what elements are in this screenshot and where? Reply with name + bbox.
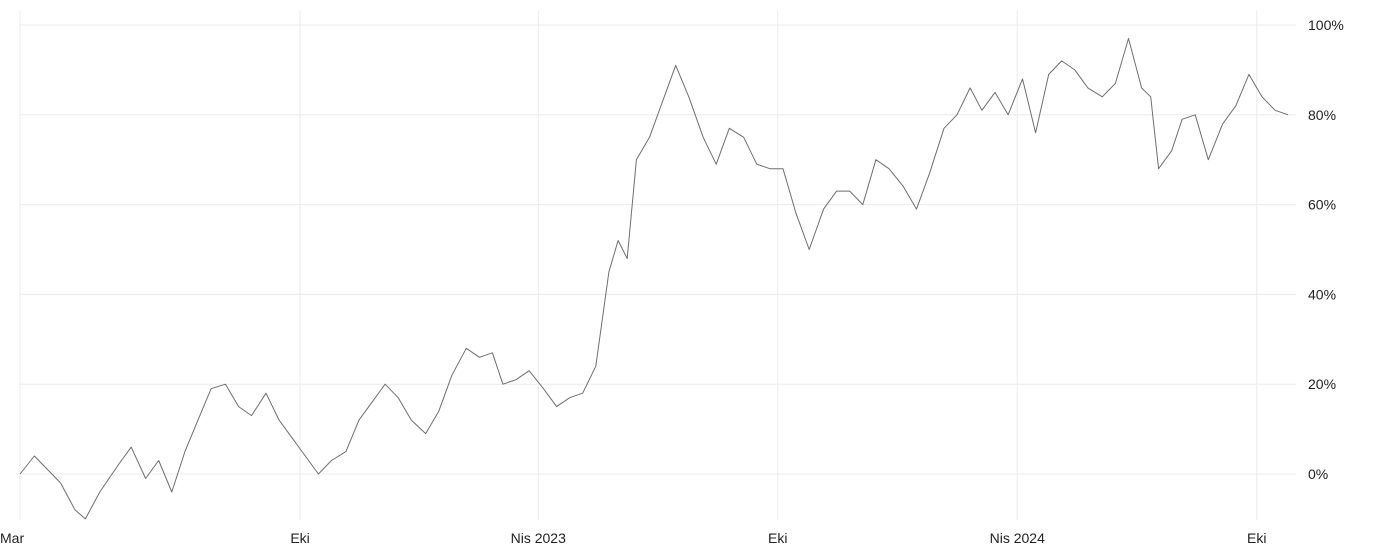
y-tick-label: 60%: [1308, 197, 1336, 213]
y-tick-label: 40%: [1308, 286, 1336, 302]
gridlines: [19, 10, 1296, 520]
y-axis-tick-labels: 100% 80% 60% 40% 20% 0%: [1308, 17, 1344, 482]
series-line: [19, 38, 1289, 520]
x-tick-label: Mar: [0, 530, 24, 546]
x-tick-label: Eki: [768, 530, 787, 546]
y-tick-label: 0%: [1308, 466, 1328, 482]
x-tick-label: Eki: [290, 530, 309, 546]
x-axis-tick-labels: Mar Eki Nis 2023 Eki Nis 2024 Eki: [0, 530, 1266, 546]
y-tick-label: 20%: [1308, 376, 1336, 392]
y-tick-label: 100%: [1308, 17, 1344, 33]
x-tick-label: Nis 2024: [990, 530, 1045, 546]
x-tick-label: Eki: [1247, 530, 1266, 546]
x-tick-label: Nis 2023: [511, 530, 566, 546]
y-tick-label: 80%: [1308, 107, 1336, 123]
